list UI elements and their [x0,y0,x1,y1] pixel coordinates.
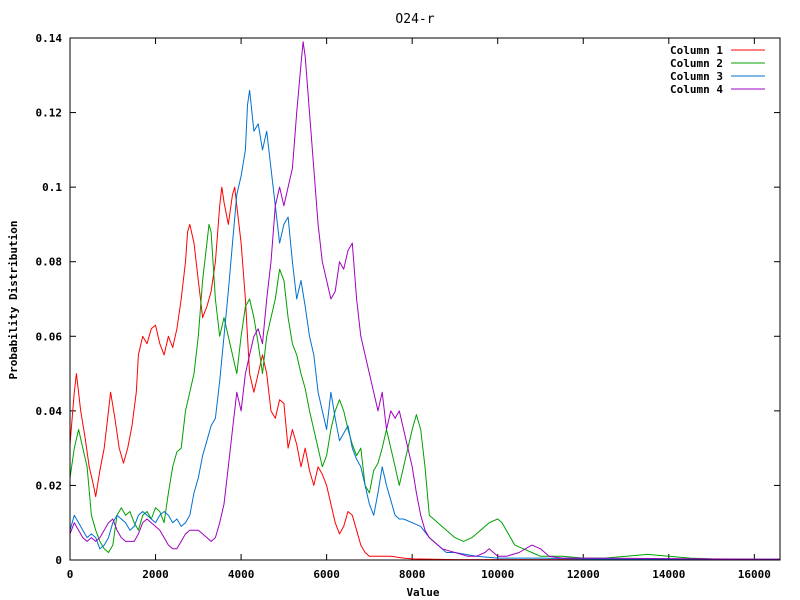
y-tick-label: 0.06 [36,330,63,343]
x-tick-label: 8000 [399,568,426,581]
x-tick-label: 2000 [142,568,169,581]
x-tick-label: 0 [67,568,74,581]
y-tick-label: 0.14 [36,32,63,45]
y-tick-label: 0.12 [36,107,63,120]
legend-label-column-2: Column 2 [670,57,723,70]
y-axis-label: Probability Distribution [7,221,20,380]
x-tick-label: 16000 [738,568,771,581]
legend-label-column-4: Column 4 [670,83,723,96]
series-line-column-2 [69,223,780,560]
series-lines [69,41,781,561]
x-axis-label: Value [406,586,439,599]
legend-label-column-3: Column 3 [670,70,723,83]
legend-label-column-1: Column 1 [670,44,723,57]
x-tick-label: 12000 [567,568,600,581]
y-tick-label: 0.1 [42,181,62,194]
y-tick-label: 0.08 [36,256,63,269]
series-line-column-4 [69,41,781,560]
x-tick-label: 4000 [228,568,255,581]
chart-title: O24-r [395,12,434,27]
x-tick-label: 14000 [652,568,685,581]
y-tick-label: 0.02 [36,479,63,492]
plot-frame [69,37,781,561]
y-tick-label: 0 [55,554,62,567]
y-tick-label: 0.04 [36,405,63,418]
x-tick-label: 6000 [313,568,340,581]
series-line-column-1 [69,186,780,561]
axis-ticks: 0 2000 4000 6000 8000 10000 12000 14000 16000 0 0.… [36,32,780,581]
x-tick-label: 10000 [481,568,514,581]
series-line-column-3 [69,89,780,560]
